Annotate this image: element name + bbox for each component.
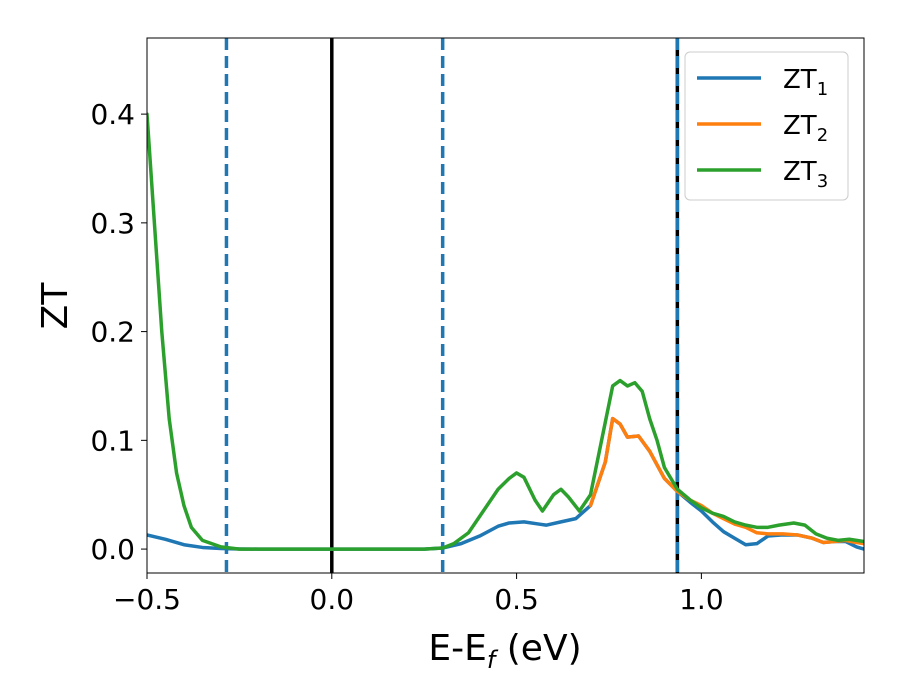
x-axis: −0.5 0.0 0.5 1.0 <box>113 573 724 616</box>
legend-label-main-1: ZT <box>783 65 817 95</box>
x-axis-title: E-Ef (eV) <box>428 628 581 674</box>
x-axis-title-unit: (eV) <box>495 628 581 669</box>
legend-label-main-2: ZT <box>783 111 817 141</box>
y-tick-label-0: 0.0 <box>90 533 135 566</box>
y-tick-label-4: 0.4 <box>90 98 135 131</box>
legend-label-1: ZT1 <box>783 65 828 100</box>
reference-lines <box>224 38 680 573</box>
y-axis: 0.0 0.1 0.2 0.3 0.4 <box>90 98 147 566</box>
legend-label-3: ZT3 <box>783 157 828 192</box>
x-axis-title-main: E-E <box>428 628 486 669</box>
plot-frame <box>146 37 865 574</box>
x-tick-label-3: 1.0 <box>679 583 724 616</box>
y-tick-label-3: 0.3 <box>90 207 135 240</box>
series-lines <box>147 112 864 551</box>
legend-label-subscript-2: 2 <box>817 125 828 146</box>
series-line-3 <box>147 112 864 551</box>
y-axis-title: ZT <box>35 282 76 330</box>
series-line-2 <box>588 416 864 546</box>
y-tick-label-1: 0.1 <box>90 424 135 457</box>
x-tick-label-2: 0.5 <box>494 583 539 616</box>
legend-label-subscript-3: 3 <box>817 171 828 192</box>
legend-label-main-3: ZT <box>783 157 817 187</box>
legend-box <box>684 51 849 201</box>
x-tick-label-1: 0.0 <box>310 583 355 616</box>
legend-label-2: ZT2 <box>783 111 828 146</box>
legend-label-subscript-1: 1 <box>817 79 828 100</box>
y-tick-label-2: 0.2 <box>90 316 135 349</box>
x-tick-label-0: −0.5 <box>113 583 181 616</box>
